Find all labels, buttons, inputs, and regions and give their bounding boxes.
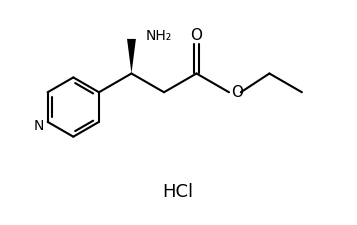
Text: N: N bbox=[34, 119, 44, 133]
Text: O: O bbox=[191, 28, 202, 43]
Text: NH₂: NH₂ bbox=[145, 29, 172, 43]
Text: O: O bbox=[231, 85, 243, 100]
Polygon shape bbox=[127, 39, 136, 74]
Text: HCl: HCl bbox=[162, 183, 193, 201]
